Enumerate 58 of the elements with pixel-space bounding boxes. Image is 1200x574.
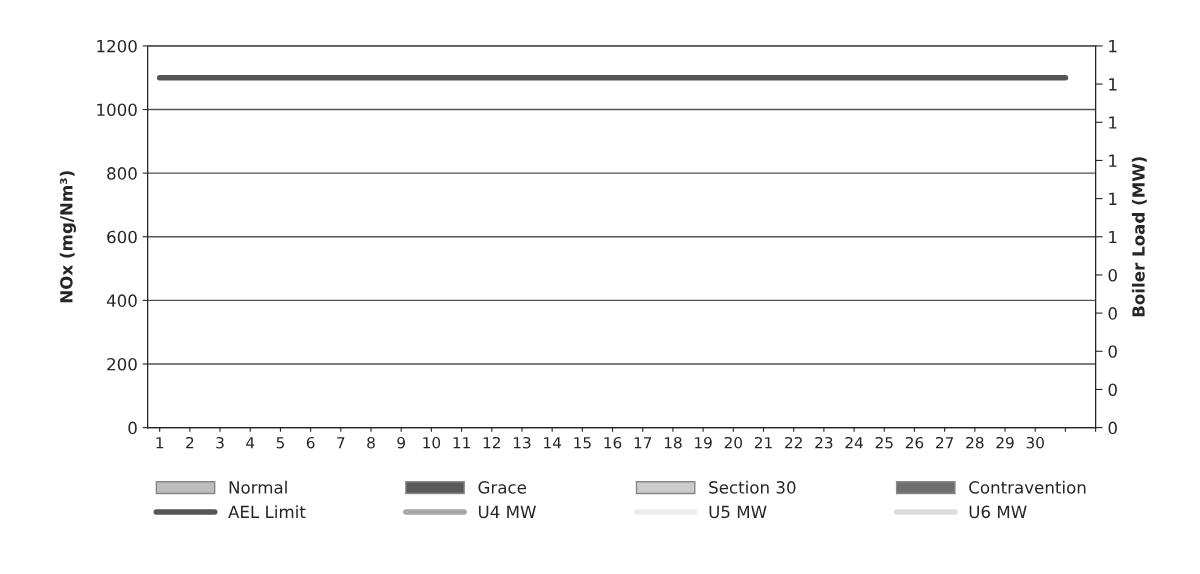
y2-tick-label: 1 — [1109, 40, 1117, 53]
y2-tick-label: 1 — [1109, 154, 1117, 167]
legend-label: U5 MW — [709, 505, 767, 519]
legend-label: Normal — [229, 480, 287, 494]
x-tick-label: 13 — [513, 436, 531, 449]
legend-label: Grace — [478, 481, 527, 494]
x-tick-label: 8 — [367, 436, 375, 449]
x-tick-label: 6 — [306, 436, 315, 449]
x-tick-label: 14 — [544, 437, 562, 449]
x-tick-label: 28 — [966, 436, 984, 449]
x-tick-label: 27 — [936, 436, 954, 449]
y-tick-label: 400 — [106, 294, 137, 307]
y-tick-label: 0 — [128, 421, 137, 435]
x-tick-label: 17 — [634, 437, 652, 449]
x-tick-label: 15 — [574, 437, 591, 449]
legend-label: Contravention — [969, 480, 1086, 494]
x-tick-label: 12 — [483, 436, 500, 449]
y2-tick-label: 1 — [1109, 116, 1117, 129]
x-tick-label: 18 — [664, 436, 682, 449]
x-tick-label: 22 — [785, 436, 802, 449]
x-tick-label: 21 — [754, 436, 772, 449]
legend-label: U4 MW — [478, 505, 536, 519]
y2-tick-label: 0 — [1108, 383, 1117, 397]
y2-axis-title: Boiler Load (MW) — [1131, 157, 1147, 317]
y2-tick-label: 0 — [1108, 345, 1117, 358]
legend-label: U6 MW — [969, 505, 1027, 519]
y-tick-label: 800 — [107, 167, 137, 180]
y2-tick-label: 1 — [1109, 78, 1117, 91]
x-tick-label: 9 — [397, 436, 405, 449]
y2-tick-label: 1 — [1109, 192, 1117, 205]
y-axis-title: NOx (mg/Nm³) — [59, 171, 77, 303]
x-tick-label: 5 — [276, 437, 284, 449]
x-tick-label: 2 — [186, 436, 194, 449]
y-tick-label: 200 — [107, 357, 137, 371]
y2-tick-label: 0 — [1108, 421, 1117, 435]
x-tick-label: 3 — [216, 436, 224, 449]
x-tick-label: 30 — [1026, 436, 1044, 449]
x-tick-label: 19 — [695, 436, 712, 449]
legend-label: AEL Limit — [228, 505, 306, 518]
x-tick-label: 20 — [724, 436, 743, 449]
x-tick-label: 29 — [996, 436, 1014, 449]
legend-label: Section 30 — [709, 480, 796, 494]
y-tick-label: 600 — [107, 230, 137, 244]
y2-tick-label: 0 — [1108, 307, 1117, 320]
y2-tick-label: 1 — [1109, 230, 1117, 244]
x-tick-label: 23 — [815, 436, 833, 449]
y2-tick-label: 0 — [1108, 268, 1117, 282]
x-tick-label: 10 — [423, 436, 441, 449]
x-tick-label: 24 — [845, 436, 863, 449]
y-tick-label: 1200 — [97, 39, 137, 53]
x-tick-label: 26 — [905, 436, 924, 449]
x-tick-label: 7 — [337, 437, 345, 449]
y-tick-label: 1000 — [97, 103, 137, 117]
x-tick-label: 4 — [246, 437, 255, 449]
x-tick-label: 11 — [453, 437, 470, 449]
x-tick-label: 1 — [156, 437, 164, 449]
x-tick-label: 25 — [875, 436, 893, 449]
x-tick-label: 16 — [604, 436, 622, 449]
